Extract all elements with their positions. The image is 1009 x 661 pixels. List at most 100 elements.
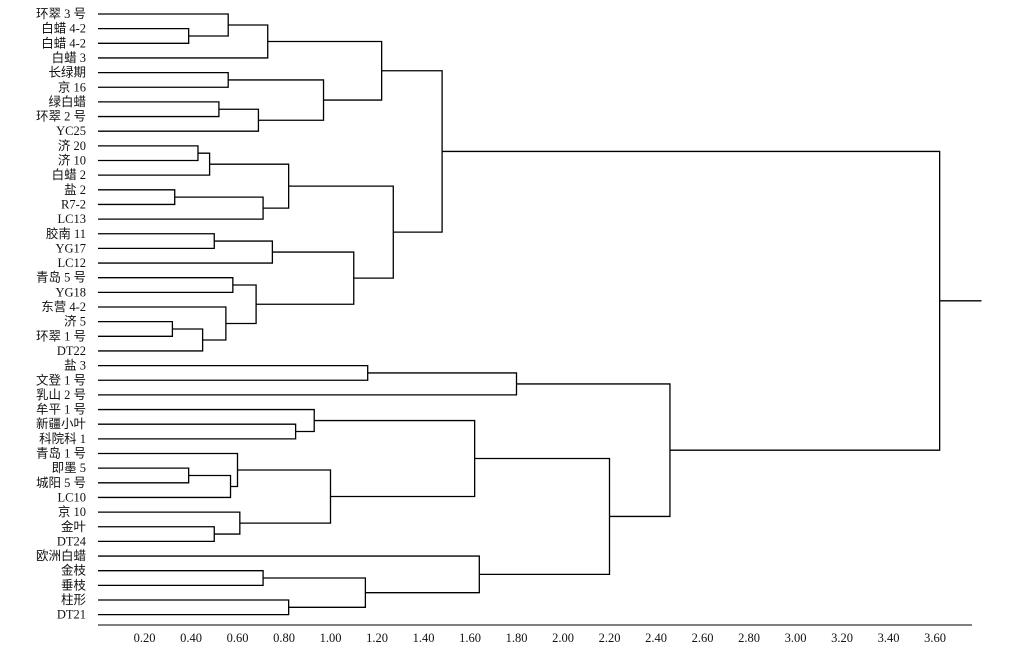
leaf-label: 新疆小叶 xyxy=(36,416,87,431)
dendrogram-link xyxy=(98,196,264,220)
dendrogram-link xyxy=(98,321,174,337)
dendrogram-link xyxy=(98,152,211,176)
leaf-label: 金叶 xyxy=(61,519,87,534)
x-tick-label: 0.20 xyxy=(134,631,156,645)
leaf-label: YC25 xyxy=(56,124,86,138)
x-tick-label: 3.00 xyxy=(785,631,807,645)
dendrogram-link xyxy=(98,306,227,341)
leaf-label: 文登 1 号 xyxy=(36,372,86,387)
leaf-label: R7-2 xyxy=(61,197,86,211)
leaf-label: 即墨 5 xyxy=(52,461,86,475)
dendrogram-link xyxy=(228,79,325,121)
x-tick-label: 0.80 xyxy=(273,631,295,645)
leaf-label: 济 20 xyxy=(58,138,86,153)
dendrogram-link xyxy=(98,13,229,37)
leaf-label: DT24 xyxy=(57,534,87,548)
leaf-label: 白蜡 4-2 xyxy=(41,21,86,36)
leaf-label: 环翠 2 号 xyxy=(36,110,86,124)
dendrogram-link xyxy=(516,383,671,518)
leaf-label: 金枝 xyxy=(61,563,87,578)
dendrogram-link xyxy=(381,70,443,233)
leaf-label: 环翠 1 号 xyxy=(36,329,86,343)
dendrogram-link xyxy=(267,40,383,101)
leaf-label: 济 5 xyxy=(64,314,86,329)
x-tick-label: 0.40 xyxy=(180,631,202,645)
x-tick-label: 3.40 xyxy=(878,631,900,645)
dendrogram-link xyxy=(314,419,476,498)
x-tick-label: 2.20 xyxy=(599,631,621,645)
leaf-label: 白蜡 4-2 xyxy=(41,35,86,50)
x-tick-label: 2.00 xyxy=(552,631,574,645)
dendrogram-link xyxy=(98,372,518,396)
dendrogram-link xyxy=(98,108,260,132)
leaf-label: 柱形 xyxy=(61,592,87,607)
x-tick-label: 0.60 xyxy=(227,631,249,645)
leaf-label: 青岛 5 号 xyxy=(36,270,86,285)
dendrogram-link xyxy=(98,71,229,88)
leaf-label: 盐 3 xyxy=(64,359,86,373)
dendrogram-link xyxy=(98,467,190,484)
dendrogram-link xyxy=(209,163,290,209)
x-axis-ticks: 0.20 0.40 0.60 0.80 1.00 1.20 1.40 1.60 1.80 2.00… xyxy=(134,631,946,645)
dendrogram-link xyxy=(98,423,297,440)
leaf-label: 济 10 xyxy=(58,153,86,168)
dendrogram-link xyxy=(98,145,199,162)
dendrogram-link xyxy=(98,328,204,352)
x-tick-label: 1.80 xyxy=(506,631,528,645)
leaf-label: 白蜡 2 xyxy=(52,167,86,182)
x-tick-label: 2.80 xyxy=(738,631,760,645)
dendrogram-link xyxy=(98,408,315,433)
dendrogram-link xyxy=(98,364,369,381)
leaf-label: 城阳 5 号 xyxy=(36,476,86,490)
leaf-label: 绿白蜡 xyxy=(48,94,86,109)
dendrogram-link xyxy=(98,452,239,488)
leaf-label: 青岛 1 号 xyxy=(36,446,86,461)
dendrogram-link xyxy=(98,101,220,118)
dendrogram-link xyxy=(98,511,241,535)
dendrogram-link xyxy=(256,251,355,305)
leaf-label: LC10 xyxy=(58,490,86,504)
leaf-label: 京 10 xyxy=(58,505,86,519)
dendrogram-link xyxy=(98,570,264,586)
leaf-label: 欧洲白蜡 xyxy=(36,548,86,563)
leaf-label: 长绿期 xyxy=(48,65,86,80)
x-tick-label: 2.40 xyxy=(645,631,667,645)
dendrogram-link xyxy=(98,189,176,206)
dendrogram-link xyxy=(98,474,232,499)
leaf-label: YG17 xyxy=(55,241,86,255)
leaf-label: 盐 2 xyxy=(64,183,86,197)
x-tick-label: 1.40 xyxy=(413,631,435,645)
leaf-label: DT22 xyxy=(57,344,86,358)
dendrogram-links xyxy=(98,13,982,616)
x-tick-label: 3.20 xyxy=(831,631,853,645)
dendrogram-link xyxy=(225,284,257,325)
leaf-label: YG18 xyxy=(55,285,86,299)
dendrogram-link xyxy=(98,233,215,250)
dendrogram-link xyxy=(98,555,480,594)
dendrogram-link xyxy=(288,185,394,279)
dendrogram-link xyxy=(263,577,367,608)
dendrogram-link xyxy=(474,457,611,576)
leaf-label: 乳山 2 号 xyxy=(36,388,86,402)
leaf-label: 京 16 xyxy=(58,80,86,94)
dendrogram-link xyxy=(98,526,215,543)
leaf-label: 环翠 3 号 xyxy=(36,7,86,21)
dendrogram-link xyxy=(98,28,190,44)
leaf-label: 东营 4-2 xyxy=(41,300,86,314)
x-tick-label: 3.60 xyxy=(924,631,946,645)
dendrogram-link xyxy=(98,599,290,616)
dendrogram-link xyxy=(98,277,234,293)
leaf-label: LC12 xyxy=(58,256,86,270)
leaf-label: 垂枝 xyxy=(61,577,87,592)
dendrogram-link xyxy=(442,150,941,451)
leaf-label: 科院科 1 xyxy=(39,432,86,446)
leaf-label: 胶南 11 xyxy=(46,226,86,241)
dendrogram-link xyxy=(98,24,269,59)
x-tick-label: 1.60 xyxy=(459,631,481,645)
x-tick-label: 1.00 xyxy=(320,631,342,645)
dendrogram-link xyxy=(98,240,274,264)
leaf-label: DT21 xyxy=(57,608,86,622)
x-tick-label: 1.20 xyxy=(366,631,388,645)
